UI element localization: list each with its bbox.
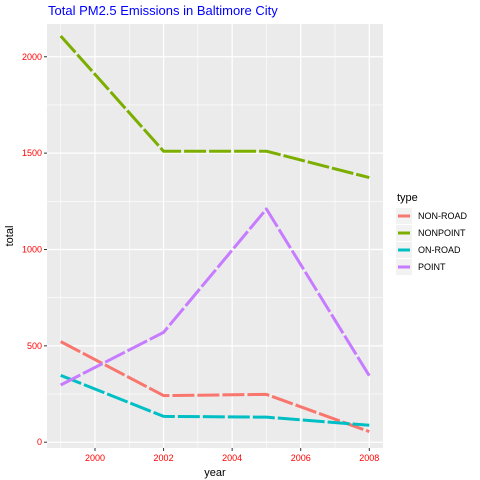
y-tick-label: 1500 <box>22 148 42 158</box>
x-tick-label: 2008 <box>359 453 379 463</box>
legend-label-on-road: ON-ROAD <box>418 245 461 255</box>
legend-title: type <box>397 192 418 204</box>
x-tick-label: 2004 <box>222 453 242 463</box>
plot-panel <box>47 24 383 448</box>
y-tick-label: 0 <box>37 437 42 447</box>
legend-label-non-road: NON-ROAD <box>418 211 467 221</box>
y-tick-label: 2000 <box>22 52 42 62</box>
x-tick-label: 2002 <box>154 453 174 463</box>
x-tick-label: 2006 <box>291 453 311 463</box>
legend-label-point: POINT <box>418 262 446 272</box>
y-tick-label: 500 <box>27 341 42 351</box>
legend-label-nonpoint: NONPOINT <box>418 228 466 238</box>
y-axis-title: total <box>4 226 16 247</box>
x-axis-title: year <box>204 467 226 479</box>
chart-title: Total PM2.5 Emissions in Baltimore City <box>48 3 278 18</box>
y-tick-label: 1000 <box>22 244 42 254</box>
x-tick-label: 2000 <box>85 453 105 463</box>
